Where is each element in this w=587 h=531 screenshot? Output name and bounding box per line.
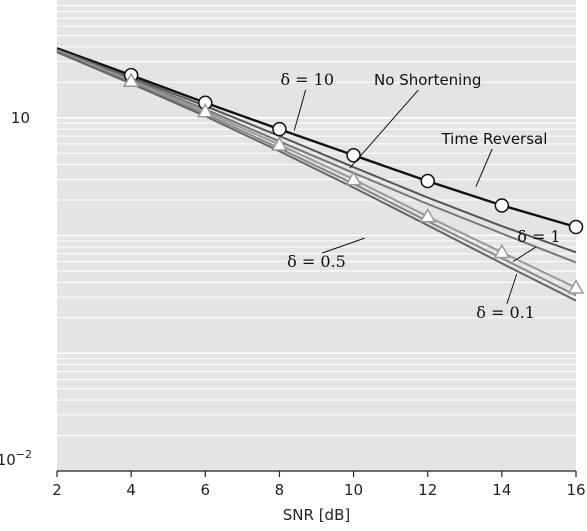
series-line-delta-1 <box>56 49 577 289</box>
marker-circle-time-reversal <box>346 148 361 163</box>
x-axis-title: SNR [dB] <box>283 506 350 524</box>
x-tick-label: 16 <box>566 481 585 499</box>
annotation-label-time-reversal: Time Reversal <box>440 130 547 148</box>
marker-circle-time-reversal <box>494 198 510 213</box>
x-tick-label: 8 <box>275 481 285 499</box>
annotation-label-delta-1: δ = 1 <box>517 227 560 246</box>
annotation-label-delta-0-5: δ = 0.5 <box>287 252 346 271</box>
annotation-label-delta-0-1: δ = 0.1 <box>476 303 535 322</box>
annotation-leader-delta-0-5 <box>322 237 365 254</box>
annotation-leader-no-shortening <box>349 89 419 169</box>
marker-triangle-delta-1 <box>196 102 214 118</box>
series-line-delta-0-1 <box>56 51 577 302</box>
x-tick-label: 6 <box>201 481 211 499</box>
series-line-delta-0-5 <box>56 50 577 297</box>
marker-triangle-delta-1 <box>567 279 585 294</box>
marker-triangle-delta-1 <box>271 136 288 151</box>
axes: 2 4 6 8 10 12 14 16 10 10−2 SNR [dB] <box>0 109 586 524</box>
annotations: δ = 10 No Shortening Time Reversal δ = 1 δ =… <box>280 70 560 322</box>
marker-circle-time-reversal <box>420 173 435 189</box>
series-line-time-reversal <box>56 47 577 229</box>
annotation-label-no-shortening: No Shortening <box>374 71 481 89</box>
y-tick-label-1e-2: 10−2 <box>0 448 32 469</box>
marker-triangle-delta-1 <box>493 243 511 259</box>
annotation-leader-time-reversal <box>475 148 493 187</box>
annotation-leader-delta-1 <box>512 246 537 263</box>
annotation-leader-delta-10 <box>293 89 307 131</box>
x-tick-label: 2 <box>52 481 62 499</box>
series-line-no-shortening <box>56 48 577 254</box>
series-line-delta-10 <box>56 49 577 264</box>
annotation-leader-delta-0-1 <box>506 273 518 304</box>
series-lines <box>56 47 577 302</box>
y-tick-exponent: −2 <box>16 448 32 461</box>
x-tick-label: 12 <box>418 481 437 499</box>
marker-triangle-delta-1 <box>345 170 362 186</box>
x-ticks: 2 4 6 8 10 12 14 16 <box>52 471 586 499</box>
grid-lines <box>57 4 576 437</box>
x-tick-label: 10 <box>344 481 363 499</box>
x-tick-label: 4 <box>126 481 136 499</box>
x-tick-label: 14 <box>492 481 511 499</box>
annotation-label-delta-10: δ = 10 <box>280 70 334 89</box>
y-tick-label-10: 10 <box>11 109 30 127</box>
marker-triangle-delta-1 <box>122 72 140 88</box>
y-tick-base: 10 <box>0 451 16 469</box>
marker-circle-time-reversal <box>272 121 287 137</box>
marker-circle-time-reversal <box>568 219 584 235</box>
series-markers <box>122 67 585 294</box>
marker-triangle-delta-1 <box>419 207 437 223</box>
